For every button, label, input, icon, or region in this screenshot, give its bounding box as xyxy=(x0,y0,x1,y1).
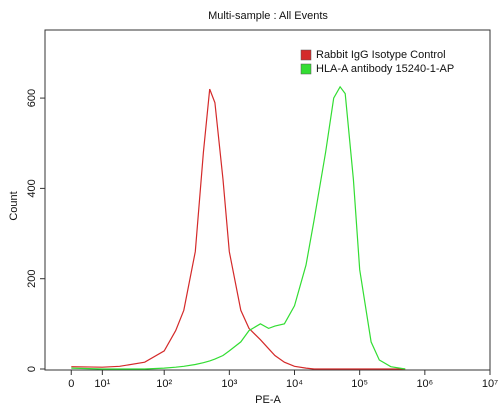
legend-label: Rabbit IgG Isotype Control xyxy=(316,49,446,61)
x-tick-label: 10⁷ xyxy=(482,378,498,390)
x-tick-label: 10⁴ xyxy=(286,378,303,390)
x-tick-label: 10² xyxy=(156,378,172,390)
x-tick-label: 10³ xyxy=(221,378,237,390)
x-tick-label: 10⁶ xyxy=(416,378,433,390)
y-tick-label: 600 xyxy=(26,89,38,107)
legend-swatch xyxy=(300,63,312,75)
x-tick-label: 0 xyxy=(68,378,74,390)
x-tick-label: 10¹ xyxy=(94,378,110,390)
chart-title: Multi-sample : All Events xyxy=(208,10,328,22)
y-tick-label: 0 xyxy=(26,366,38,372)
x-tick-label: 10⁵ xyxy=(351,378,368,390)
y-tick-label: 400 xyxy=(26,179,38,197)
plot-frame xyxy=(44,29,491,371)
legend-swatch xyxy=(300,49,312,61)
x-axis-label: PE-A xyxy=(255,394,281,406)
y-axis-label: Count xyxy=(8,191,20,220)
histogram-line xyxy=(71,88,406,370)
y-tick-label: 200 xyxy=(26,270,38,288)
histogram-line xyxy=(71,85,406,370)
legend-label: HLA-A antibody 15240-1-AP xyxy=(316,63,454,75)
